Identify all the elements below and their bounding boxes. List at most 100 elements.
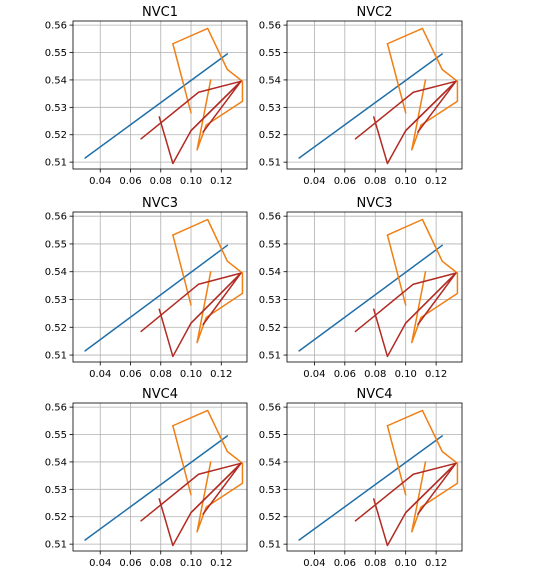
y-tick-label: 0.54: [259, 457, 281, 468]
y-tick-label: 0.55: [45, 48, 67, 59]
y-tick-label: 0.56: [45, 403, 67, 414]
y-tick-label: 0.56: [45, 21, 67, 32]
axes-frame: [72, 402, 248, 552]
series-line: [84, 435, 229, 541]
y-tick-label: 0.54: [45, 75, 67, 86]
series-line: [386, 43, 407, 114]
series-line: [298, 53, 443, 159]
x-tick-label: 0.04: [89, 369, 111, 380]
series-line: [190, 462, 242, 515]
y-tick-label: 0.54: [259, 267, 281, 278]
x-tick-label: 0.12: [425, 369, 447, 380]
y-tick-label: 0.52: [45, 130, 67, 141]
x-tick-label: 0.04: [303, 176, 325, 187]
subplot-title: NVC4: [142, 387, 178, 402]
x-tick-label: 0.12: [210, 176, 232, 187]
series-line: [298, 244, 443, 352]
x-tick-label: 0.06: [119, 369, 141, 380]
subplot-title: NVC2: [357, 5, 393, 20]
x-tick-label: 0.08: [364, 558, 386, 569]
series-line: [404, 80, 457, 133]
x-tick-label: 0.10: [395, 176, 417, 187]
series-line: [298, 435, 443, 541]
series-line: [84, 53, 229, 159]
subplot-panel: NVC4 0.04 0.06 0.08 0.10 0.12 0.51 0.52 0.53 0.54…: [259, 387, 463, 569]
x-tick-label: 0.04: [89, 176, 111, 187]
x-tick-label: 0.06: [334, 176, 356, 187]
subplot-panel: NVC2 0.04 0.06 0.08 0.10 0.12 0.51 0.52 0.53 0.54…: [259, 5, 463, 187]
series-line: [190, 272, 242, 326]
y-tick-label: 0.52: [259, 323, 281, 334]
y-tick-label: 0.53: [259, 103, 281, 114]
y-tick-label: 0.51: [45, 351, 67, 362]
y-tick-label: 0.52: [259, 512, 281, 523]
y-tick-label: 0.51: [45, 540, 67, 551]
series-line: [172, 409, 244, 533]
axes-frame: [286, 211, 463, 363]
series-line: [172, 43, 192, 114]
series-line: [386, 234, 407, 306]
subplot-panel: NVC3 0.04 0.06 0.08 0.10 0.12 0.51 0.52 0.53 0.54…: [259, 196, 463, 380]
x-tick-label: 0.06: [334, 558, 356, 569]
subplot-title: NVC4: [357, 387, 393, 402]
x-tick-label: 0.06: [119, 176, 141, 187]
x-tick-label: 0.12: [425, 558, 447, 569]
series-line: [404, 272, 457, 326]
x-tick-label: 0.08: [150, 369, 172, 380]
series-line: [190, 80, 242, 133]
series-line: [172, 234, 192, 306]
y-tick-label: 0.55: [45, 430, 67, 441]
y-tick-label: 0.56: [259, 21, 281, 32]
y-tick-label: 0.56: [259, 212, 281, 223]
y-tick-label: 0.51: [259, 540, 281, 551]
x-tick-label: 0.04: [303, 558, 325, 569]
subplot-title: NVC3: [357, 196, 393, 211]
series-line: [386, 409, 459, 533]
y-tick-label: 0.52: [45, 323, 67, 334]
x-tick-label: 0.10: [180, 176, 202, 187]
x-tick-label: 0.06: [119, 558, 141, 569]
axes-frame: [72, 20, 248, 170]
y-tick-label: 0.51: [259, 158, 281, 169]
x-tick-label: 0.10: [180, 369, 202, 380]
x-tick-label: 0.10: [395, 369, 417, 380]
x-tick-label: 0.06: [334, 369, 356, 380]
y-tick-label: 0.55: [259, 48, 281, 59]
x-tick-label: 0.10: [180, 558, 202, 569]
y-tick-label: 0.56: [45, 212, 67, 223]
subplot-title: NVC1: [142, 5, 178, 20]
x-tick-label: 0.12: [425, 176, 447, 187]
series-line: [386, 218, 459, 344]
y-tick-label: 0.51: [259, 351, 281, 362]
x-tick-label: 0.08: [364, 369, 386, 380]
axes-frame: [72, 211, 248, 363]
y-tick-label: 0.54: [45, 457, 67, 468]
y-tick-label: 0.53: [259, 485, 281, 496]
y-tick-label: 0.53: [45, 295, 67, 306]
y-tick-label: 0.55: [45, 239, 67, 250]
y-tick-label: 0.53: [45, 485, 67, 496]
subplot-panel: NVC1 0.04 0.06 0.08 0.10 0.12 0.51 0.52 0.53 0.54…: [45, 5, 248, 187]
series-line: [386, 425, 407, 496]
x-tick-label: 0.08: [364, 176, 386, 187]
x-tick-label: 0.10: [395, 558, 417, 569]
y-tick-label: 0.54: [45, 267, 67, 278]
axes-frame: [286, 402, 463, 552]
y-tick-label: 0.52: [45, 512, 67, 523]
x-tick-label: 0.12: [210, 369, 232, 380]
y-tick-label: 0.51: [45, 158, 67, 169]
subplot-panel: NVC3 0.04 0.06 0.08 0.10 0.12 0.51 0.52 0.53 0.54…: [45, 196, 248, 380]
subplot-panel: NVC4 0.04 0.06 0.08 0.10 0.12 0.51 0.52 0.53 0.54…: [45, 387, 248, 569]
x-tick-label: 0.08: [150, 176, 172, 187]
axes-frame: [286, 20, 463, 170]
y-tick-label: 0.52: [259, 130, 281, 141]
y-tick-label: 0.55: [259, 239, 281, 250]
series-line: [172, 425, 192, 496]
series-line: [404, 462, 457, 515]
y-tick-label: 0.54: [259, 75, 281, 86]
x-tick-label: 0.12: [210, 558, 232, 569]
x-tick-label: 0.08: [150, 558, 172, 569]
x-tick-label: 0.04: [303, 369, 325, 380]
x-tick-label: 0.04: [89, 558, 111, 569]
